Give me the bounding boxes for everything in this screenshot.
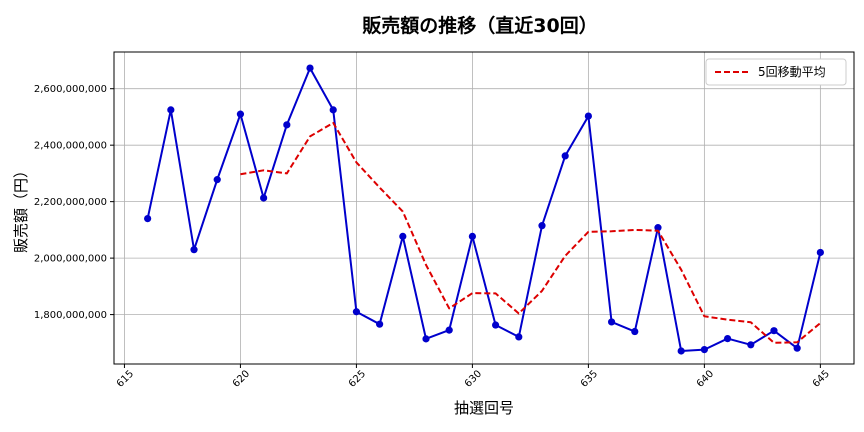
y-tick-label: 2,200,000,000	[34, 197, 107, 208]
sales-line	[146, 67, 822, 353]
x-tick-label: 645	[811, 368, 832, 389]
x-tick-label: 630	[463, 368, 484, 389]
sales-point	[236, 110, 245, 118]
sales-point	[631, 327, 639, 336]
plot-frame	[113, 51, 855, 365]
sales-point	[561, 152, 569, 160]
sales-point	[607, 318, 616, 326]
moving-average-line	[240, 121, 822, 344]
y-tick-label: 2,400,000,000	[34, 141, 107, 152]
y-tick-label: 2,600,000,000	[34, 84, 107, 95]
legend-label-moving-average: 5回移動平均	[758, 65, 826, 79]
sales-point	[747, 341, 755, 349]
y-tick-label: 2,000,000,000	[34, 254, 107, 265]
x-tick-label: 620	[231, 368, 252, 389]
x-axis-title: 抽選回号	[454, 399, 514, 417]
sales-point	[260, 194, 268, 202]
sales-point	[677, 347, 685, 355]
sales-point	[376, 320, 384, 328]
x-tick-label: 615	[115, 368, 136, 389]
sales-point	[144, 214, 152, 223]
sales-point	[190, 246, 198, 254]
sales-point	[816, 248, 824, 257]
y-axis: 1,800,000,000 2,000,000,000 2,200,000,000 2…	[34, 84, 114, 321]
y-tick-label: 1,800,000,000	[34, 310, 107, 321]
sales-point	[213, 176, 221, 184]
legend: 5回移動平均	[705, 58, 847, 86]
sales-point	[491, 321, 500, 329]
sales-point	[306, 64, 314, 72]
legend-box	[705, 58, 847, 86]
sales-point	[584, 112, 592, 120]
sales-point	[770, 327, 778, 335]
sales-point	[468, 232, 477, 240]
series-layer	[144, 64, 824, 355]
x-axis: 615 620 625 630 635 640 645	[115, 364, 832, 390]
sales-point	[167, 106, 175, 114]
sales-point	[352, 308, 361, 316]
sales-point	[793, 344, 801, 352]
sales-point	[538, 222, 546, 230]
x-tick-label: 625	[347, 368, 368, 389]
sales-point	[329, 106, 337, 114]
sales-point	[283, 121, 291, 129]
y-axis-title: 販売額（円）	[12, 163, 30, 253]
sales-point	[515, 333, 523, 341]
sales-point	[422, 335, 430, 343]
sales-point	[723, 334, 732, 343]
sales-point	[399, 232, 407, 240]
sales-point	[700, 346, 708, 354]
x-tick-label: 640	[695, 368, 716, 389]
sales-point	[654, 224, 662, 232]
grid	[114, 52, 854, 364]
sales-point	[445, 326, 453, 334]
chart-title: 販売額の推移（直近30回）	[362, 14, 597, 37]
x-tick-label: 635	[579, 368, 600, 389]
